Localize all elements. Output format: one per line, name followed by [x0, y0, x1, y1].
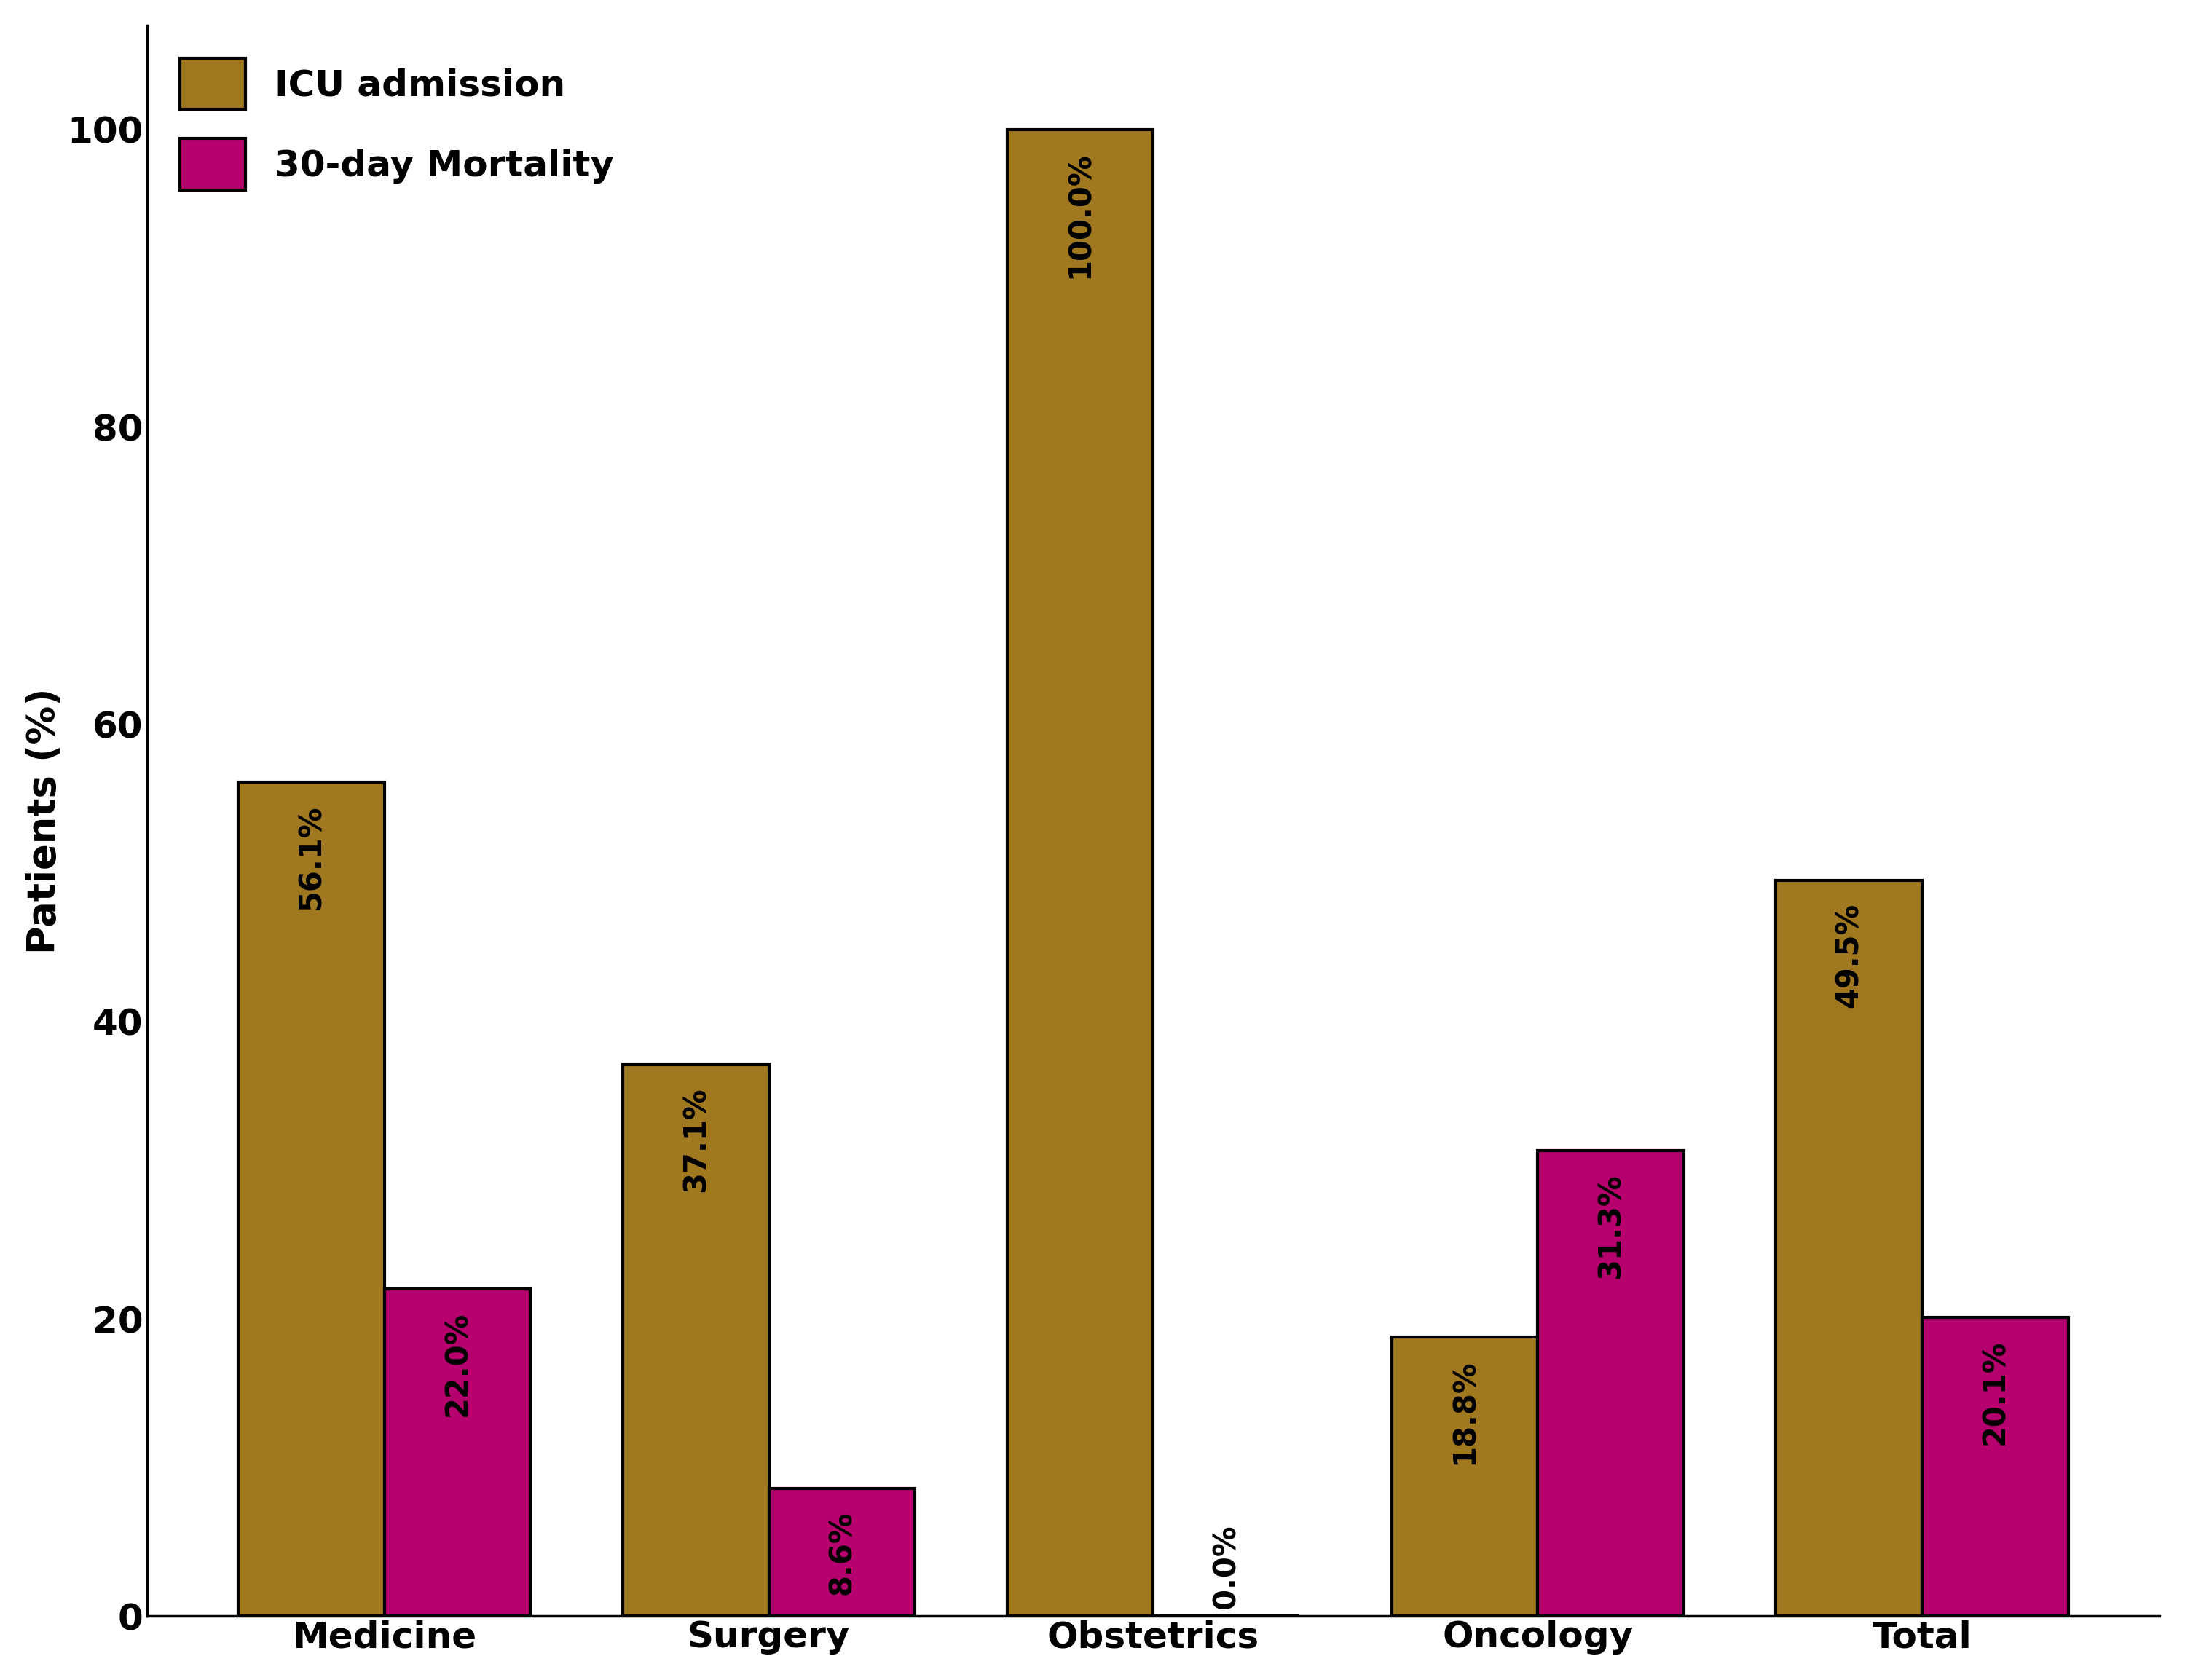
Bar	[623, 1065, 769, 1616]
Text: 18.8%: 18.8%	[1449, 1359, 1479, 1465]
Text: 0.0%: 0.0%	[1210, 1524, 1241, 1609]
Bar	[238, 783, 385, 1616]
Bar	[1538, 1151, 1685, 1616]
Text: 56.1%: 56.1%	[295, 805, 326, 909]
Text: 100.0%: 100.0%	[1064, 151, 1095, 279]
Text: 8.6%: 8.6%	[826, 1510, 857, 1594]
Text: 31.3%: 31.3%	[1595, 1173, 1626, 1278]
Bar	[385, 1289, 531, 1616]
Legend: ICU admission, 30-day Mortality: ICU admission, 30-day Mortality	[166, 44, 629, 205]
Bar	[1392, 1337, 1538, 1616]
Bar	[769, 1488, 916, 1616]
Text: 37.1%: 37.1%	[680, 1087, 710, 1193]
Bar	[1776, 880, 1923, 1616]
Y-axis label: Patients (%): Patients (%)	[26, 687, 63, 954]
Bar	[1007, 129, 1154, 1616]
Bar	[1923, 1317, 2069, 1616]
Text: 49.5%: 49.5%	[1833, 902, 1864, 1008]
Text: 20.1%: 20.1%	[1980, 1339, 2010, 1445]
Text: 22.0%: 22.0%	[441, 1312, 472, 1416]
